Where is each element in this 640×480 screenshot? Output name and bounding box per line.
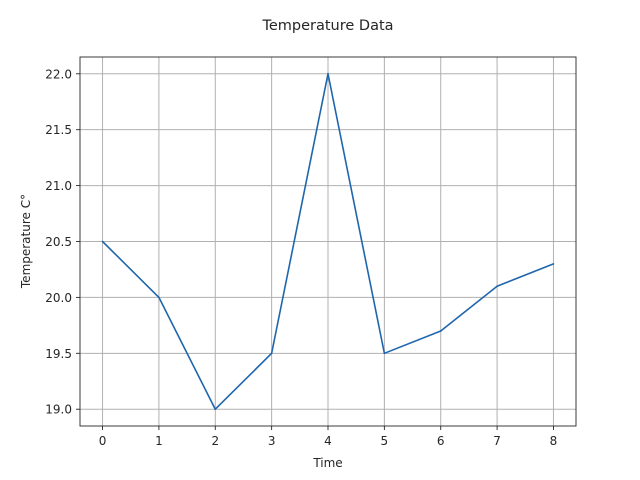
data-point bbox=[270, 352, 273, 355]
y-axis-label: Temperature C° bbox=[19, 194, 33, 289]
data-point bbox=[439, 330, 442, 332]
x-tick-label: 6 bbox=[437, 434, 445, 448]
series-layer bbox=[101, 72, 555, 411]
x-tick-label: 0 bbox=[99, 434, 107, 448]
x-tick-label: 4 bbox=[324, 434, 332, 448]
y-tick-label: 20.5 bbox=[45, 235, 72, 249]
y-axis: 19.0 19.5 20.0 20.5 21.0 21.5 22.0 bbox=[45, 67, 80, 417]
x-tick-label: 5 bbox=[381, 434, 389, 448]
data-point bbox=[158, 296, 160, 299]
data-point bbox=[383, 352, 386, 355]
y-tick-label: 20.0 bbox=[45, 291, 72, 305]
data-point bbox=[552, 263, 555, 265]
y-tick-label: 22.0 bbox=[45, 67, 72, 81]
chart-title: Temperature Data bbox=[261, 18, 393, 34]
x-tick-label: 8 bbox=[550, 434, 558, 448]
grid bbox=[80, 57, 576, 426]
x-tick-label: 2 bbox=[211, 434, 219, 448]
x-tick-label: 1 bbox=[155, 434, 163, 448]
y-tick-label: 19.5 bbox=[45, 347, 72, 361]
x-axis-label: Time bbox=[312, 456, 342, 470]
x-tick-label: 7 bbox=[493, 434, 501, 448]
data-point bbox=[101, 240, 104, 243]
y-tick-label: 19.0 bbox=[45, 403, 72, 417]
data-point bbox=[496, 285, 498, 288]
data-point bbox=[214, 408, 217, 411]
y-tick-label: 21.5 bbox=[45, 123, 72, 137]
x-tick-label: 3 bbox=[268, 434, 276, 448]
y-tick-label: 21.0 bbox=[45, 179, 72, 193]
x-axis: 0 1 2 3 4 5 6 7 8 bbox=[99, 426, 558, 448]
data-point bbox=[327, 72, 329, 75]
